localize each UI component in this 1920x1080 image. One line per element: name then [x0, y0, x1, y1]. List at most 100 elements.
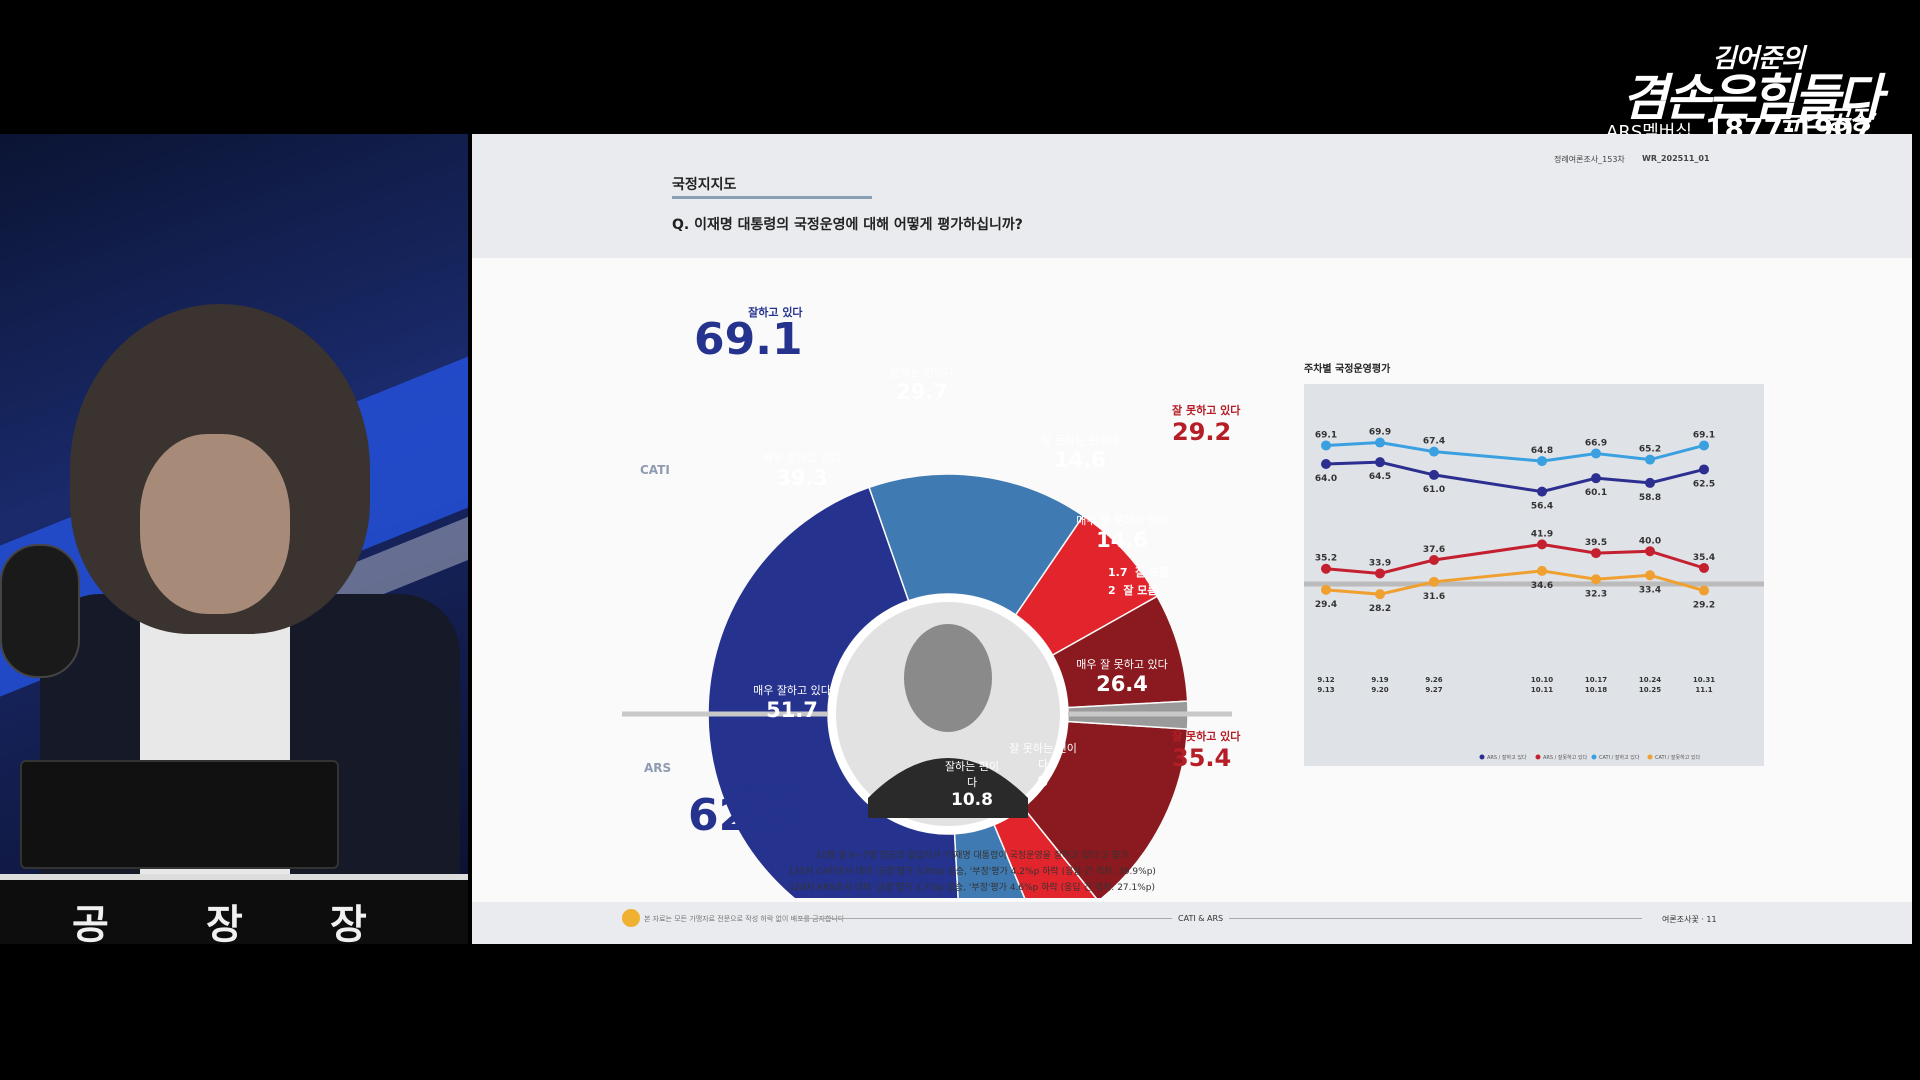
series-point [1699, 464, 1709, 475]
data-label: 64.5 [1369, 472, 1391, 482]
data-label: 35.2 [1315, 554, 1337, 564]
cati-positive-total: 잘하고 있다 69.1 [694, 306, 803, 365]
data-label: 64.8 [1531, 446, 1553, 456]
ars-negative-total: 잘 못하고 있다 35.4 [1172, 730, 1241, 772]
series-point [1645, 570, 1655, 581]
series-point [1699, 440, 1709, 451]
data-label: 39.5 [1585, 538, 1607, 548]
legend-label: CATI / 잘못하고 있다 [1655, 754, 1701, 761]
legend-label: ARS / 잘하고 있다 [1487, 754, 1527, 761]
series-point [1375, 568, 1385, 579]
series-point [1429, 576, 1439, 587]
summary-note: 128차 ARS조사 대비 '긍정'평가 3.7%p 상승, '부정'평가 4.… [788, 883, 1156, 893]
x-tick-label: 10.11 [1531, 686, 1553, 694]
x-tick-label: 9.13 [1317, 686, 1334, 694]
series-point [1375, 457, 1385, 468]
data-label: 65.2 [1639, 445, 1661, 455]
data-label: 40.0 [1639, 536, 1661, 546]
desk-char: 장 [206, 902, 243, 944]
survey-code: WR_202511_01 [1642, 154, 1710, 163]
seg-label-cati-very-good: 매우 잘하고 있다 39.3 [763, 452, 841, 490]
section-title: 국정지지도 [672, 177, 737, 193]
series-point [1321, 563, 1331, 574]
data-label: 64.0 [1315, 474, 1337, 484]
x-tick-label: 9.19 [1371, 676, 1388, 684]
x-tick-label: 9.20 [1371, 686, 1388, 694]
series-point [1591, 448, 1601, 459]
ars-positive-total: 잘하고 있다 62.5 [688, 782, 797, 841]
approval-donut-chart: CATI ARS [622, 463, 1232, 898]
logo-line2: 겸손은힘들다 [1622, 69, 1883, 127]
footer-disclaimer: 본 자료는 모든 가맹자료 전문으로 작성 허락 없이 배포를 금지합니다 [644, 915, 845, 923]
series-point [1375, 437, 1385, 448]
data-label: 69.9 [1369, 428, 1391, 438]
section-underline [672, 196, 872, 199]
host-video: 공 장 장 [0, 134, 468, 944]
seg-label-ars-dontknow: 2 잘 모름 [1108, 584, 1158, 597]
data-label: 32.3 [1585, 589, 1607, 599]
desk-sign: 공 장 장 [0, 874, 468, 944]
brand-flower-icon [622, 909, 640, 927]
series-point [1429, 555, 1439, 565]
cati-negative-total: 잘 못하고 있다 29.2 [1172, 404, 1241, 446]
photo-suit [868, 758, 1028, 818]
desk-char: 공 [72, 902, 109, 944]
series-point [1537, 456, 1547, 467]
legend-swatch [1535, 754, 1541, 760]
data-label: 37.6 [1423, 545, 1445, 555]
series-point [1699, 563, 1709, 573]
x-tick-label: 11.1 [1695, 686, 1712, 694]
data-label: 34.6 [1531, 581, 1553, 591]
legend-swatch [1479, 754, 1485, 760]
weekly-trend-line-chart: 69.1 69.9 67.4 64.8 66.9 65.2 69.1 64.0 64.5 61.0… [1304, 428, 1764, 761]
series-point [1321, 584, 1331, 595]
data-label: 61.0 [1423, 485, 1445, 495]
x-tick-label: 10.17 [1585, 676, 1607, 684]
data-label: 29.2 [1693, 601, 1715, 611]
laptop [20, 760, 339, 869]
data-label: 66.9 [1585, 438, 1607, 448]
photo-face [904, 624, 992, 732]
group-label-ars: ARS [644, 761, 671, 775]
legend-swatch [1647, 754, 1653, 760]
x-tick-label: 9.26 [1425, 676, 1442, 684]
desk-char: 장 [330, 902, 367, 944]
data-label: 60.1 [1585, 488, 1607, 498]
survey-meta: 정례여론조사_153차 [1554, 155, 1625, 164]
presentation-slide: 국정지지도 Q. 이재명 대통령의 국정운영에 대해 어떻게 평가하십니까? 정… [472, 134, 1912, 944]
x-tick-label: 10.10 [1531, 676, 1553, 684]
seg-label-cati-dontknow: 1.7 잘 모름 [1108, 566, 1170, 579]
data-label: 31.6 [1423, 592, 1445, 602]
summary-note: 10명 중 6~7명 정도의 응답자가 '이재명 대통령이 국정운영을 잘하고 … [815, 851, 1129, 861]
series-point [1645, 546, 1655, 557]
series-point [1645, 454, 1655, 465]
legend-label: ARS / 잘못하고 있다 [1543, 754, 1588, 761]
footer-method: CATI & ARS [1172, 914, 1230, 923]
series-point [1375, 589, 1385, 600]
data-label: 41.9 [1531, 529, 1553, 539]
x-tick-label: 9.27 [1425, 686, 1442, 694]
logo-line3: 뉴스공장 [1780, 106, 1873, 136]
seg-label-ars-good: 잘하는 편이다 10.8 [944, 760, 1000, 810]
series-point [1591, 473, 1601, 484]
host-face [140, 434, 290, 614]
seg-label-ars-very-bad: 매우 잘 못하고 있다 26.4 [1076, 658, 1168, 696]
series-point [1321, 459, 1331, 469]
series-point [1429, 446, 1439, 457]
seg-label-cati-good: 잘하는 편이다 29.7 [889, 366, 955, 404]
legend-swatch [1591, 754, 1597, 760]
seg-label-ars-very-good: 매우 잘하고 있다 51.7 [753, 684, 831, 722]
data-label: 62.5 [1693, 479, 1715, 489]
legend-label: CATI / 잘하고 있다 [1599, 754, 1640, 761]
series-point [1537, 565, 1547, 576]
data-label: 69.1 [1693, 430, 1715, 440]
microphone [0, 544, 80, 678]
series-point [1591, 574, 1601, 585]
seg-label-ars-bad: 잘 못하는 편이다 9 [1009, 742, 1077, 791]
data-label: 67.4 [1423, 437, 1445, 447]
data-label: 35.4 [1693, 553, 1715, 563]
x-tick-label: 10.31 [1693, 676, 1715, 684]
seg-label-cati-bad: 잘 못하는 편이다 14.6 [1041, 434, 1119, 472]
logo-line1: 김어준의 [1712, 44, 1805, 74]
data-label: 69.1 [1315, 430, 1337, 440]
